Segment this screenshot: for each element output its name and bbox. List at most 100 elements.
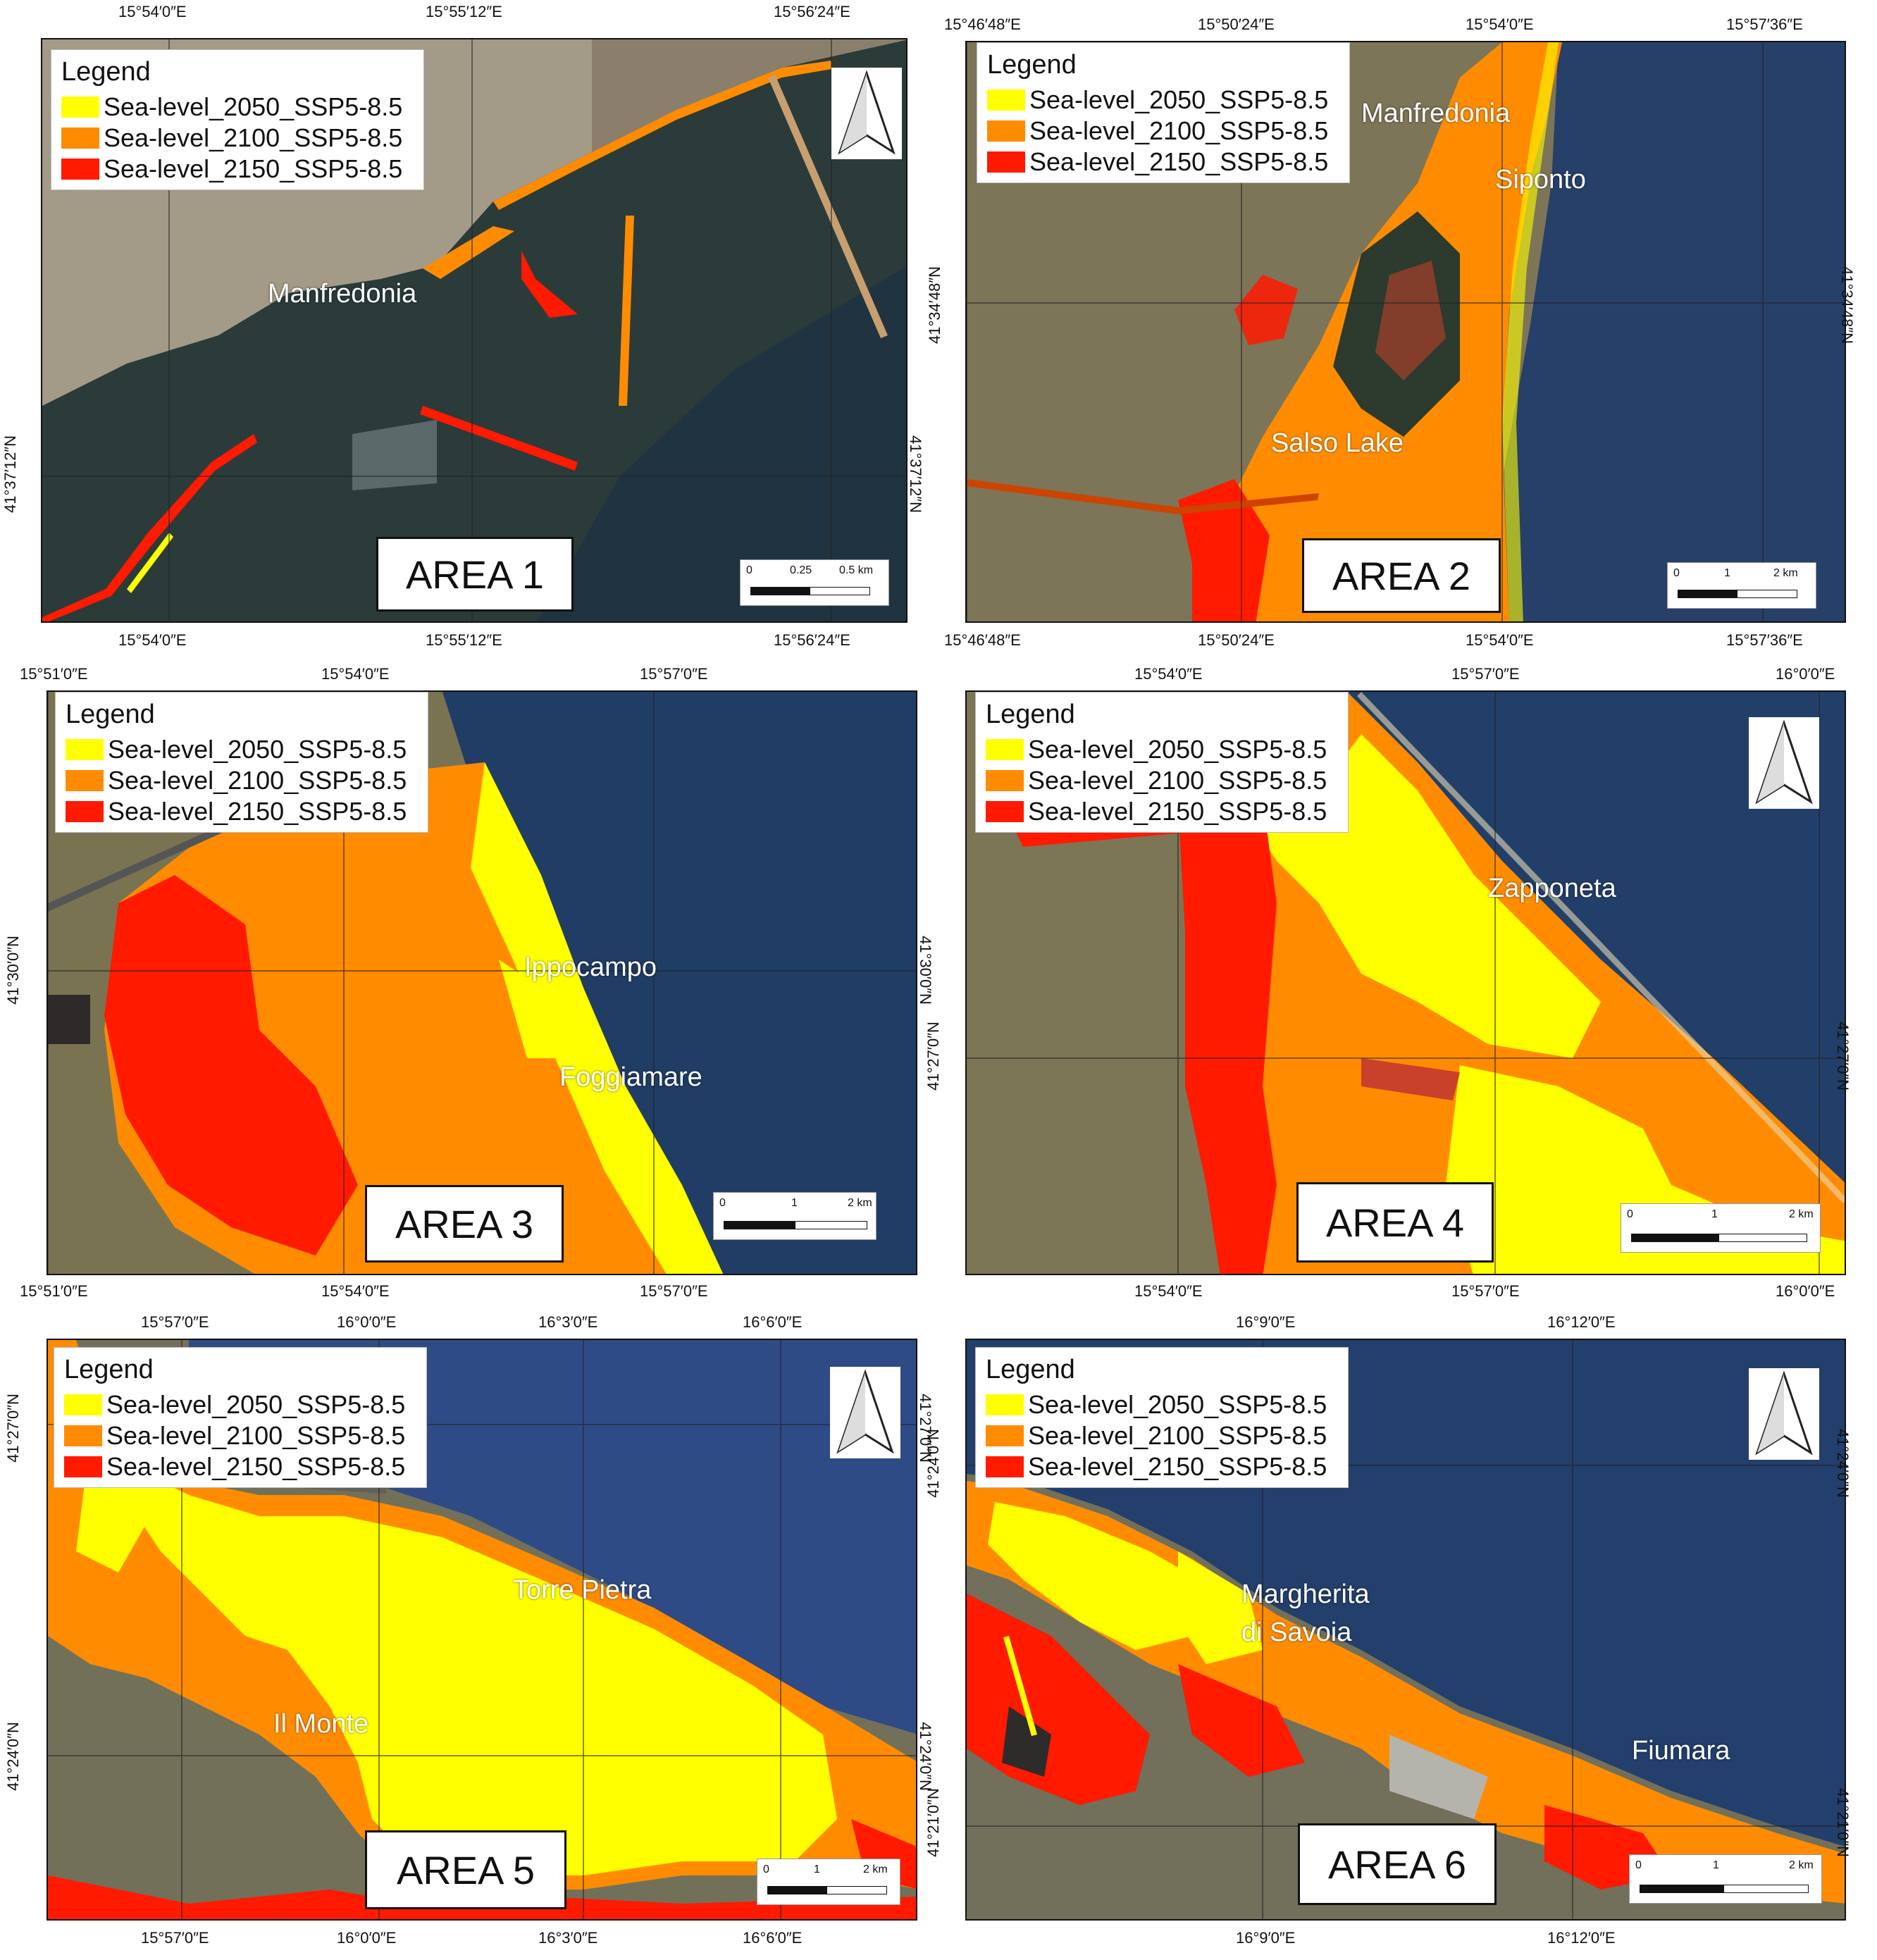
legend-title: Legend	[986, 700, 1075, 729]
legend-label: Sea-level_2100_SSP5-8.5	[108, 766, 407, 795]
bottom-tick: 15°54′0″E	[1134, 1282, 1203, 1300]
place-label: Zapponeta	[1488, 874, 1616, 903]
legend-swatch	[987, 120, 1025, 142]
legend-title: Legend	[987, 50, 1077, 80]
bottom-tick: 15°55′12″E	[426, 631, 502, 649]
legend-item: Sea-level_2050_SSP5-8.5	[64, 1389, 416, 1420]
legend-item: Sea-level_2100_SSP5-8.5	[986, 765, 1338, 796]
map-frame: Legend Sea-level_2050_SSP5-8.5 Sea-level…	[41, 38, 907, 623]
north-arrow-icon	[1749, 1368, 1819, 1460]
legend-swatch	[61, 159, 99, 180]
legend-label: Sea-level_2050_SSP5-8.5	[1028, 1390, 1327, 1419]
legend-item: Sea-level_2050_SSP5-8.5	[66, 734, 418, 765]
scale-label: 1	[1713, 1859, 1719, 1871]
right-tick: 41°24′0″N	[1833, 1429, 1852, 1498]
legend-label: Sea-level_2150_SSP5-8.5	[106, 1452, 406, 1481]
top-tick: 16°12′0″E	[1547, 1313, 1616, 1331]
scale-label: 1	[814, 1863, 820, 1875]
legend: Legend Sea-level_2050_SSP5-8.5 Sea-level…	[977, 42, 1350, 183]
bottom-tick: 16°3′0″E	[538, 1929, 598, 1947]
legend-swatch	[986, 770, 1024, 791]
legend-item: Sea-level_2100_SSP5-8.5	[986, 1420, 1338, 1451]
legend-swatch	[986, 1425, 1024, 1446]
map-frame: Legend Sea-level_2050_SSP5-8.5 Sea-level…	[965, 1339, 1846, 1921]
legend-swatch	[66, 739, 104, 760]
north-arrow-icon	[831, 68, 902, 159]
right-tick: 41°30′0″N	[916, 936, 934, 1005]
legend-swatch	[986, 739, 1024, 760]
bottom-tick: 15°46′48″E	[944, 631, 1021, 649]
legend-label: Sea-level_2150_SSP5-8.5	[1029, 147, 1329, 176]
top-tick: 16°0′0″E	[337, 1313, 397, 1331]
legend-title: Legend	[986, 1355, 1075, 1384]
left-tick: 41°27′0″N	[4, 1394, 22, 1463]
place-label: Torre Pietra	[513, 1575, 652, 1605]
scale-bar: 0 0.25 0.5 km	[740, 559, 889, 606]
place-label: Manfredonia	[1361, 99, 1511, 128]
legend-swatch	[61, 128, 99, 149]
bottom-tick: 16°6′0″E	[743, 1929, 803, 1947]
top-tick: 16°9′0″E	[1236, 1313, 1296, 1331]
area-label: AREA 6	[1298, 1823, 1497, 1905]
place-label: Margherita	[1241, 1580, 1370, 1609]
area-label: AREA 2	[1302, 538, 1501, 613]
legend-title: Legend	[61, 57, 151, 87]
place-label: Salso Lake	[1271, 428, 1404, 458]
legend-title: Legend	[66, 700, 155, 729]
bottom-tick: 16°12′0″E	[1547, 1929, 1616, 1947]
legend-swatch	[986, 1456, 1024, 1477]
legend-item: Sea-level_2150_SSP5-8.5	[986, 796, 1338, 827]
legend-label: Sea-level_2150_SSP5-8.5	[108, 797, 407, 826]
bottom-tick: 15°57′0″E	[1451, 1282, 1520, 1300]
legend-swatch	[64, 1425, 102, 1446]
scale-bar: 0 1 2 km	[757, 1859, 900, 1905]
scale-bar: 0 1 2 km	[1629, 1854, 1822, 1904]
legend-label: Sea-level_2050_SSP5-8.5	[1029, 85, 1329, 114]
legend-label: Sea-level_2150_SSP5-8.5	[1028, 797, 1327, 826]
legend-item: Sea-level_2050_SSP5-8.5	[987, 85, 1339, 116]
legend-label: Sea-level_2050_SSP5-8.5	[1028, 735, 1327, 764]
bottom-tick: 16°9′0″E	[1236, 1929, 1296, 1947]
top-tick: 16°6′0″E	[743, 1313, 803, 1331]
scale-bar: 0 1 2 km	[1667, 562, 1816, 609]
right-tick: 41°27′0″N	[1833, 1022, 1852, 1091]
left-tick: 41°21′0″N	[924, 1788, 942, 1857]
legend-swatch	[66, 801, 104, 822]
top-tick: 15°46′48″E	[944, 15, 1021, 33]
legend-label: Sea-level_2100_SSP5-8.5	[1029, 116, 1329, 145]
place-label: Il Monte	[273, 1709, 369, 1739]
left-tick: 41°24′0″N	[4, 1722, 22, 1791]
legend-swatch	[66, 770, 104, 791]
legend-swatch	[986, 801, 1024, 822]
top-tick: 15°57′0″E	[1451, 665, 1520, 683]
map-frame: Legend Sea-level_2050_SSP5-8.5 Sea-level…	[965, 690, 1846, 1275]
left-tick: 41°27′0″N	[924, 1022, 942, 1091]
legend-title: Legend	[64, 1355, 154, 1384]
map-area-2	[967, 42, 1845, 621]
scale-label: 2 km	[1789, 1208, 1814, 1220]
top-tick: 15°54′0″E	[1466, 15, 1534, 33]
legend-label: Sea-level_2150_SSP5-8.5	[104, 154, 403, 183]
top-tick: 15°51′0″E	[20, 665, 88, 683]
legend-label: Sea-level_2050_SSP5-8.5	[104, 92, 403, 121]
area-label: AREA 1	[376, 537, 574, 612]
scale-bar: 0 1 2 km	[713, 1192, 876, 1240]
bottom-tick: 15°54′0″E	[321, 1282, 390, 1300]
top-tick: 15°57′0″E	[640, 665, 708, 683]
legend: Legend Sea-level_2050_SSP5-8.5 Sea-level…	[55, 692, 428, 833]
place-label: Fiumara	[1632, 1736, 1730, 1766]
scale-label: 2 km	[1773, 567, 1798, 579]
top-tick: 16°0′0″E	[1776, 665, 1835, 683]
area-label: AREA 4	[1296, 1182, 1494, 1263]
top-tick: 16°3′0″E	[538, 1313, 598, 1331]
legend-swatch	[61, 97, 99, 118]
place-label: di Savoia	[1241, 1618, 1352, 1647]
scale-bar: 0 1 2 km	[1621, 1203, 1821, 1253]
legend-item: Sea-level_2100_SSP5-8.5	[987, 116, 1339, 147]
legend-item: Sea-level_2100_SSP5-8.5	[61, 123, 414, 154]
legend: Legend Sea-level_2050_SSP5-8.5 Sea-level…	[51, 49, 424, 190]
scale-label: 2 km	[863, 1863, 888, 1875]
scale-label: 0	[1627, 1208, 1633, 1220]
legend-label: Sea-level_2100_SSP5-8.5	[1028, 1421, 1327, 1450]
legend-item: Sea-level_2050_SSP5-8.5	[986, 1389, 1338, 1420]
